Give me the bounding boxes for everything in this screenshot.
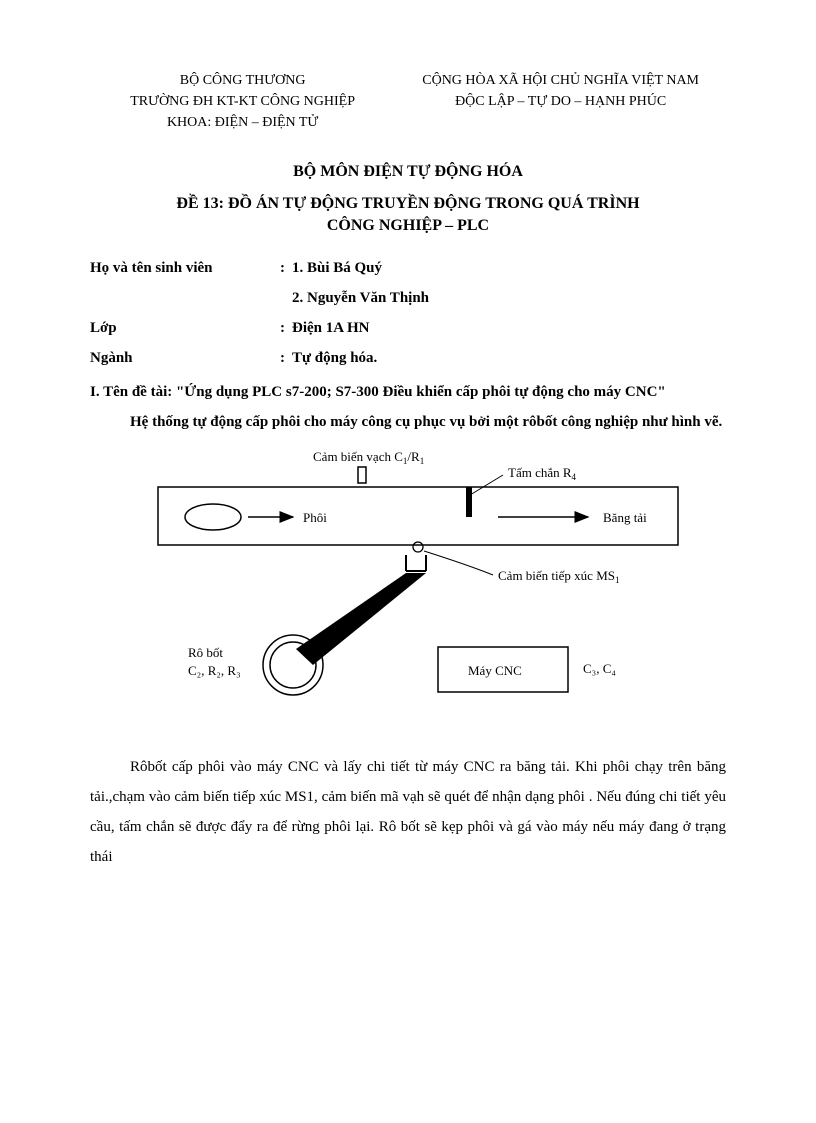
blank-sep — [280, 283, 292, 313]
sensor-label: Cảm biến vạch C1/R1 — [313, 449, 424, 466]
stopper-leader — [470, 475, 503, 495]
phoi-icon — [185, 504, 241, 530]
page-header: BỘ CÔNG THƯƠNG TRƯỜNG ĐH KT-KT CÔNG NGHI… — [90, 70, 726, 133]
sensor-icon — [358, 467, 366, 483]
robot-arm — [296, 573, 426, 665]
country-line1: CỘNG HÒA XÃ HỘI CHỦ NGHĨA VIỆT NAM — [395, 70, 726, 91]
header-left-block: BỘ CÔNG THƯƠNG TRƯỜNG ĐH KT-KT CÔNG NGHI… — [90, 70, 395, 133]
stopper-label: Tấm chắn R4 — [508, 465, 577, 482]
phoi-label: Phôi — [303, 510, 327, 525]
name-label: Họ và tên sinh viên — [90, 253, 280, 283]
country-line2: ĐỘC LẬP – TỰ DO – HẠNH PHÚC — [395, 91, 726, 112]
contact-leader — [424, 551, 493, 575]
major-row: Ngành : Tự động hóa. — [90, 343, 726, 373]
conveyor-label: Băng tải — [603, 510, 647, 525]
student-name-row: Họ và tên sinh viên : 1. Bùi Bá Quý — [90, 253, 726, 283]
topic-description: Hệ thống tự động cấp phôi cho máy công c… — [90, 407, 726, 437]
major-label: Ngành — [90, 343, 280, 373]
robot-base-inner — [270, 642, 316, 688]
major-value: Tự động hóa. — [292, 343, 377, 373]
robot-base-outer — [263, 635, 323, 695]
robot-label-2: C₂, R₂, R₃ — [188, 663, 241, 678]
org-line3: KHOA: ĐIỆN – ĐIỆN TỬ — [90, 112, 395, 133]
org-line1: BỘ CÔNG THƯƠNG — [90, 70, 395, 91]
project-title-line1: ĐỀ 13: ĐỒ ÁN TỰ ĐỘNG TRUYỀN ĐỘNG TRONG Q… — [90, 195, 726, 213]
class-value: Điện 1A HN — [292, 313, 370, 343]
contact-label: Cảm biến tiếp xúc MS1 — [498, 568, 620, 585]
class-label: Lớp — [90, 313, 280, 343]
student-name-1: 1. Bùi Bá Quý — [292, 253, 382, 283]
system-diagram: Cảm biến vạch C1/R1 Tấm chắn R4 Phôi Băn… — [128, 447, 688, 732]
contact-sensor-icon — [413, 542, 423, 552]
student-name-2: 2. Nguyễn Văn Thịnh — [292, 283, 429, 313]
sep: : — [280, 253, 292, 283]
header-right-block: CỘNG HÒA XÃ HỘI CHỦ NGHĨA VIỆT NAM ĐỘC L… — [395, 70, 726, 133]
stopper-bar — [466, 487, 472, 517]
blank-label — [90, 283, 280, 313]
cnc-right-label: C₃, C₄ — [583, 661, 616, 676]
project-title-line2: CÔNG NGHIỆP – PLC — [90, 217, 726, 235]
department-title: BỘ MÔN ĐIỆN TỰ ĐỘNG HÓA — [90, 163, 726, 181]
cnc-label: Máy CNC — [468, 663, 522, 678]
diagram-svg: Cảm biến vạch C1/R1 Tấm chắn R4 Phôi Băn… — [128, 447, 688, 727]
body-paragraph: Rôbốt cấp phôi vào máy CNC và lấy chi ti… — [90, 752, 726, 872]
sep: : — [280, 343, 292, 373]
org-line2: TRƯỜNG ĐH KT-KT CÔNG NGHIỆP — [90, 91, 395, 112]
sep: : — [280, 313, 292, 343]
student-name-row-2: 2. Nguyễn Văn Thịnh — [90, 283, 726, 313]
conveyor-box — [158, 487, 678, 545]
robot-label-1: Rô bốt — [188, 645, 223, 660]
class-row: Lớp : Điện 1A HN — [90, 313, 726, 343]
topic-title: I. Tên đề tài: "Ứng dụng PLC s7-200; S7-… — [90, 377, 726, 407]
